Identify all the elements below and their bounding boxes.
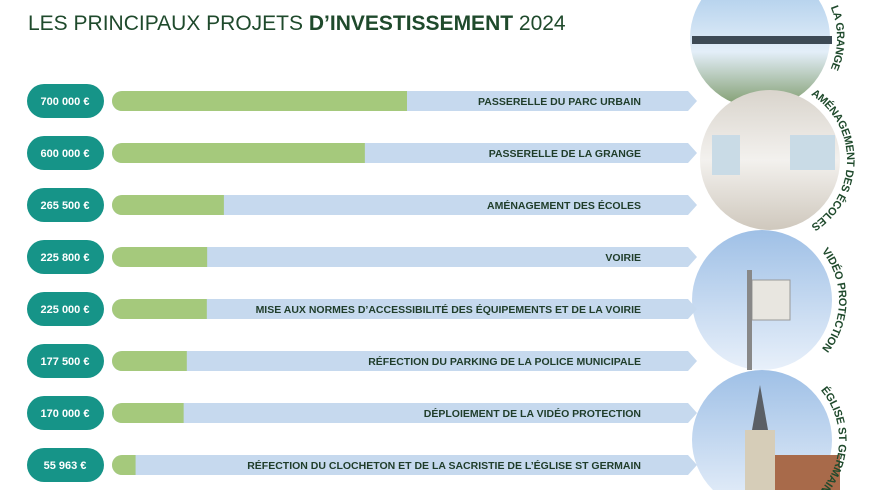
category-label: PASSERELLE DE LA GRANGE <box>489 148 641 160</box>
value-pill <box>27 188 104 222</box>
tower <box>745 430 775 490</box>
value-label: 225 800 € <box>41 252 90 264</box>
spire <box>752 385 768 430</box>
value-pill <box>27 240 104 274</box>
value-label: 265 500 € <box>41 200 90 212</box>
track <box>112 403 697 423</box>
photo-grange <box>690 0 830 108</box>
value-label: 177 500 € <box>41 356 90 368</box>
bar <box>112 91 407 111</box>
roof <box>775 455 840 490</box>
category-label: RÉFECTION DU CLOCHETON ET DE LA SACRISTI… <box>247 459 641 472</box>
track <box>112 351 697 371</box>
pole <box>747 270 752 370</box>
bar <box>112 403 184 423</box>
photo-ecoles <box>700 90 840 230</box>
value-label: 170 000 € <box>41 408 90 420</box>
title-year: 2024 <box>513 12 566 35</box>
title-bold: D’INVESTISSEMENT <box>309 12 513 35</box>
photo-label-path: LA GRANGE <box>828 4 846 72</box>
category-label: RÉFECTION DU PARKING DE LA POLICE MUNICI… <box>368 355 641 368</box>
value-pill <box>27 84 104 118</box>
value-pill <box>27 292 104 326</box>
category-label: DÉPLOIEMENT DE LA VIDÉO PROTECTION <box>424 407 641 420</box>
track <box>112 247 697 267</box>
track <box>112 455 697 475</box>
bar <box>112 195 224 215</box>
track <box>112 195 697 215</box>
value-label: 600 000 € <box>41 148 90 160</box>
value-pill <box>27 136 104 170</box>
category-label: MISE AUX NORMES D’ACCESSIBILITÉ DES ÉQUI… <box>256 303 641 316</box>
category-label: AMÉNAGEMENT DES ÉCOLES <box>487 199 641 212</box>
title-regular: LES PRINCIPAUX PROJETS <box>28 12 309 35</box>
camera-box <box>751 279 791 321</box>
value-label: 55 963 € <box>44 460 87 472</box>
bar <box>112 351 187 371</box>
value-pill <box>27 344 104 378</box>
window <box>712 135 740 175</box>
window <box>790 135 835 170</box>
value-pill <box>27 448 104 482</box>
photo-label: LA GRANGE <box>828 4 846 72</box>
track <box>112 299 697 319</box>
bar <box>112 143 365 163</box>
value-label: 225 000 € <box>41 304 90 316</box>
bridge <box>692 36 832 44</box>
category-label: VOIRIE <box>605 252 641 264</box>
bar <box>112 299 207 319</box>
value-label: 700 000 € <box>41 96 90 108</box>
bar <box>112 455 136 475</box>
value-pill <box>27 396 104 430</box>
bar <box>112 247 208 267</box>
photos <box>690 0 840 490</box>
chart-title: LES PRINCIPAUX PROJETS D’INVESTISSEMENT … <box>28 12 566 35</box>
category-label: PASSERELLE DU PARC URBAIN <box>478 96 641 108</box>
